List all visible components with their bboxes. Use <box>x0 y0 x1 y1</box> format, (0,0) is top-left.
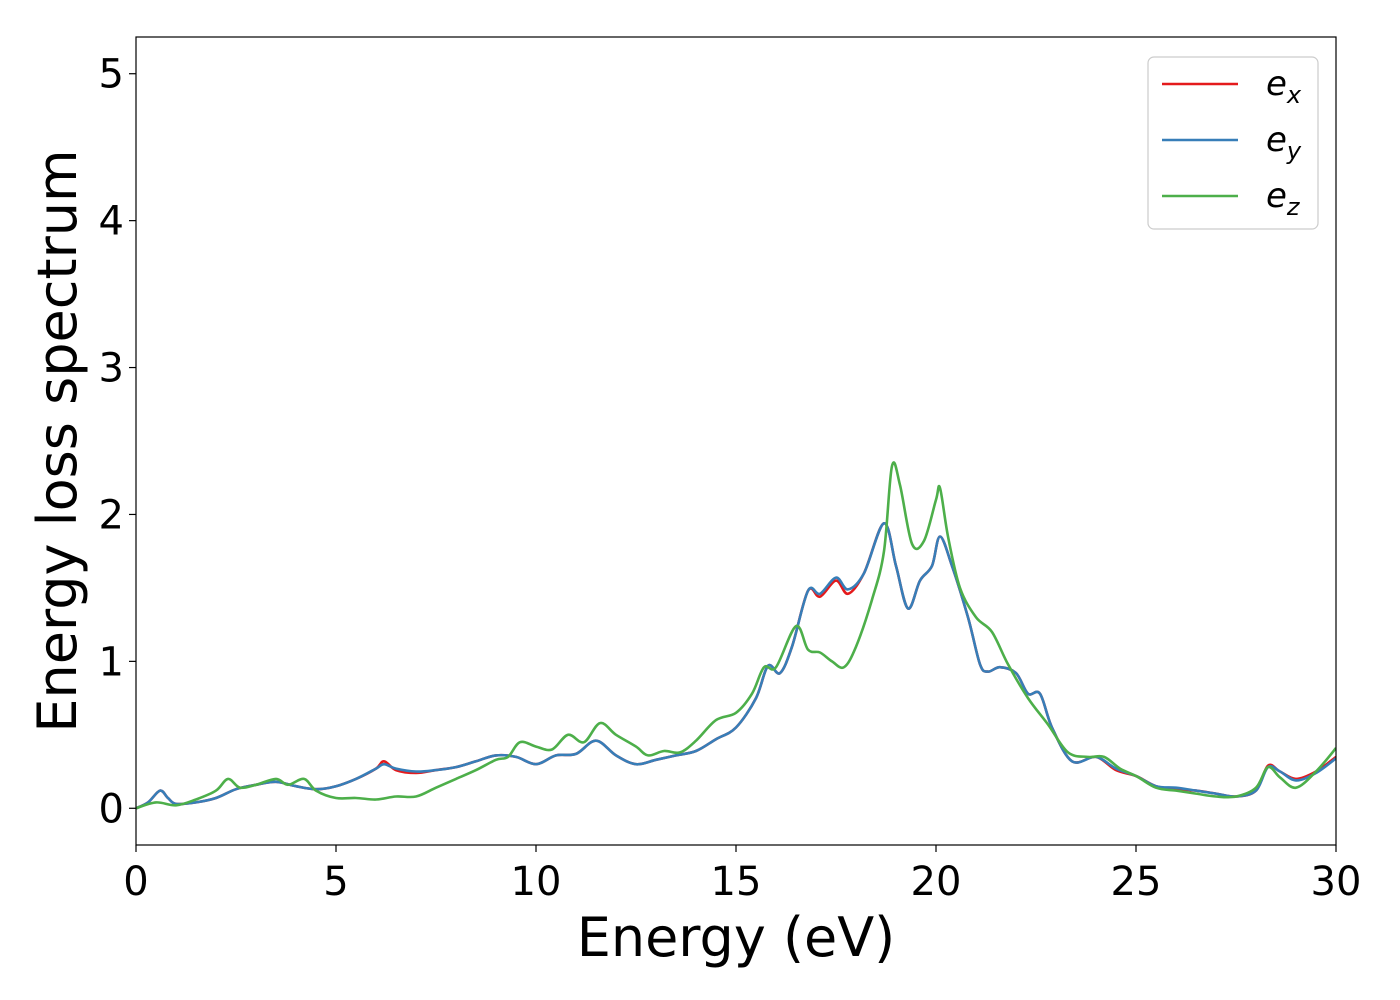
x-tick-label: 15 <box>711 859 762 905</box>
y-tick-label: 3 <box>99 346 124 392</box>
y-tick-label: 0 <box>99 786 124 832</box>
y-axis: 0 1 2 3 4 5 <box>99 52 136 832</box>
x-tick-label: 20 <box>911 859 962 905</box>
y-axis-title: Energy loss spectrum <box>26 149 89 732</box>
x-axis-title: Energy (eV) <box>577 906 896 969</box>
legend-subscript: x <box>1286 81 1302 109</box>
x-tick-label: 25 <box>1111 859 1162 905</box>
x-tick-label: 0 <box>123 859 148 905</box>
x-tick-label: 30 <box>1311 859 1362 905</box>
y-tick-label: 4 <box>99 199 124 245</box>
y-tick-label: 5 <box>99 52 124 98</box>
y-tick-label: 1 <box>99 639 124 685</box>
legend-subscript: z <box>1286 193 1301 221</box>
y-tick-label: 2 <box>99 492 124 538</box>
series-layer <box>136 461 1336 810</box>
legend-box <box>1147 56 1319 230</box>
series-line-z <box>136 461 1336 810</box>
x-tick-label: 10 <box>511 859 562 905</box>
legend-subscript: y <box>1286 137 1302 165</box>
x-tick-label: 5 <box>323 859 348 905</box>
series-line-y <box>136 521 1336 810</box>
x-axis: 0 5 10 15 20 25 30 <box>123 845 1361 905</box>
